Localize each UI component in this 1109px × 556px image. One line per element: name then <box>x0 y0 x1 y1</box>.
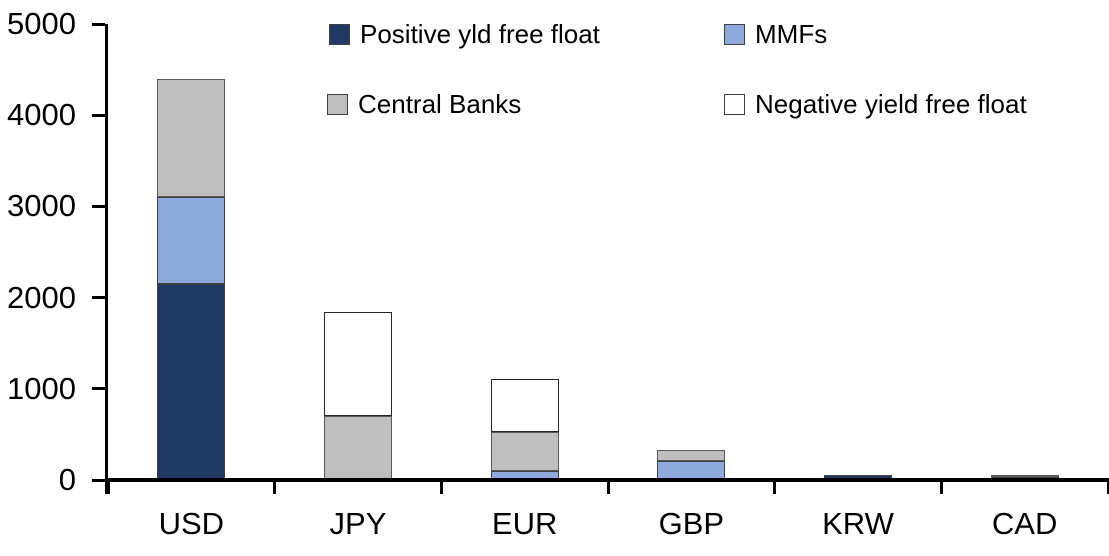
y-axis-tick <box>92 113 105 117</box>
x-axis-tick <box>106 481 110 494</box>
x-axis-label-usd: USD <box>158 506 225 541</box>
y-axis-tick <box>92 22 105 26</box>
legend-label: Positive yld free float <box>360 18 600 49</box>
y-axis-tick-label: 1000 <box>7 370 76 406</box>
x-axis-tick <box>1106 481 1109 494</box>
legend-item-mmfs: MMFs <box>724 13 827 55</box>
x-axis-label-gbp: GBP <box>658 506 725 541</box>
x-axis-tick <box>606 481 610 494</box>
y-axis-tick <box>92 204 105 208</box>
legend-swatch-negative-yield-free-float <box>724 93 745 115</box>
bar-jpy-central-banks <box>324 416 392 480</box>
x-axis-tick <box>939 481 943 494</box>
bar-usd-mmfs <box>157 197 226 284</box>
bar-jpy-negative-yield-free-float <box>324 312 392 417</box>
legend-item-negative-yield-free-float: Negative yield free float <box>724 83 1027 125</box>
bar-eur-central-banks <box>490 431 559 471</box>
y-axis-tick-label: 0 <box>58 462 76 497</box>
y-axis-tick-label: 2000 <box>7 279 76 315</box>
legend-label: Negative yield free float <box>755 88 1027 119</box>
y-axis-tick-label: 3000 <box>7 188 76 224</box>
legend-swatch-central-banks <box>327 93 348 115</box>
x-axis-label-jpy: JPY <box>329 506 387 541</box>
y-axis-tick <box>92 387 105 391</box>
legend-swatch-mmfs <box>724 23 745 45</box>
y-axis-line <box>105 24 108 494</box>
x-axis-label-eur: EUR <box>491 506 558 541</box>
bar-gbp-central-banks <box>657 449 726 461</box>
y-axis-tick-label: 5000 <box>7 6 76 41</box>
x-axis-tick <box>773 481 777 494</box>
bar-eur-negative-yield-free-float <box>490 378 559 432</box>
legend-swatch-positive-yld-free-float <box>329 23 350 45</box>
legend-item-central-banks: Central Banks <box>327 83 521 125</box>
x-axis-label-cad: CAD <box>991 506 1058 541</box>
bar-usd-positive-yld-free-float <box>157 283 226 480</box>
legend-label: MMFs <box>755 18 828 49</box>
x-axis-label-krw: KRW <box>822 506 894 541</box>
legend-item-positive-yld-free-float: Positive yld free float <box>329 13 600 55</box>
legend-label: Central Banks <box>358 88 522 119</box>
bar-usd-central-banks <box>157 78 226 198</box>
y-axis-tick <box>92 296 105 300</box>
x-axis-tick <box>273 481 277 494</box>
y-axis-tick-label: 4000 <box>7 97 76 133</box>
x-axis-line <box>105 478 1109 482</box>
x-axis-tick <box>439 481 443 494</box>
y-axis-tick <box>92 478 105 482</box>
bar-cad-central-banks <box>990 474 1059 478</box>
